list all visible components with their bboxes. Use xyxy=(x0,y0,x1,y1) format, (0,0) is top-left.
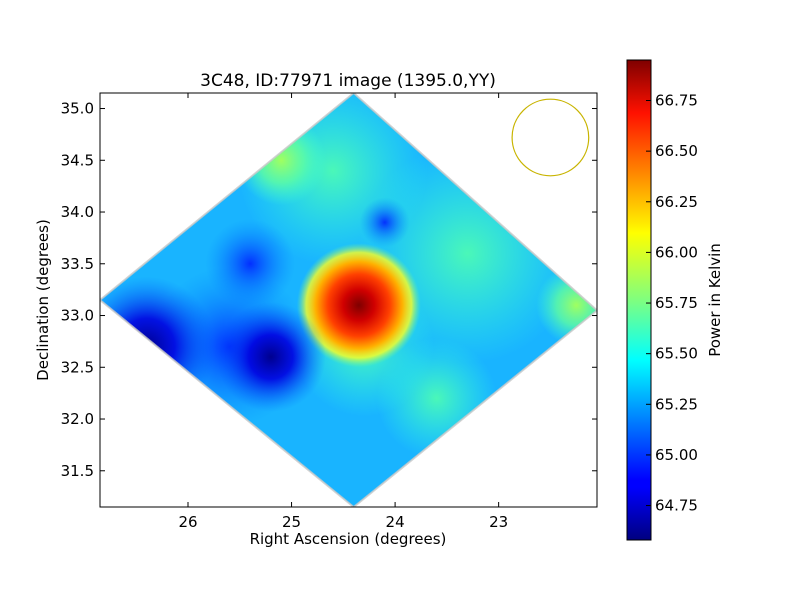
y-tick-label: 35.0 xyxy=(61,100,94,118)
feature-high-4 xyxy=(236,115,327,206)
chart-title: 3C48, ID:77971 image (1395.0,YY) xyxy=(200,71,496,91)
x-tick-label: 25 xyxy=(282,513,301,531)
feature-high-3 xyxy=(536,265,597,346)
beam-circle xyxy=(511,98,590,177)
feature-low-1 xyxy=(100,276,217,417)
y-tick-label: 33.5 xyxy=(61,255,94,273)
colorbar-tick-label: 64.75 xyxy=(655,497,698,515)
colorbar-tick-label: 65.00 xyxy=(655,446,698,464)
colorbar-tick-label: 66.25 xyxy=(655,193,698,211)
plot-frame xyxy=(99,92,598,508)
colorbar-tick-label: 66.00 xyxy=(655,243,698,261)
heatmap-edge xyxy=(100,93,597,507)
y-tick-label: 31.5 xyxy=(61,462,94,480)
y-tick-label: 34.5 xyxy=(61,151,94,169)
colorbar-tick-label: 66.75 xyxy=(655,92,698,110)
y-tick-label: 32.0 xyxy=(61,410,94,428)
y-tick-label: 33.0 xyxy=(61,307,94,325)
feature-low-2 xyxy=(215,301,326,412)
y-tick-label: 32.5 xyxy=(61,358,94,376)
x-tick-label: 26 xyxy=(178,513,197,531)
colorbar-tick-label: 65.25 xyxy=(655,395,698,413)
feature-peak-0 xyxy=(296,243,421,368)
colorbar-tick-label: 65.50 xyxy=(655,345,698,363)
colorbar-label: Power in Kelvin xyxy=(706,243,724,357)
x-tick-label: 23 xyxy=(489,513,508,531)
colorbar xyxy=(626,59,652,541)
colorbar-tick-label: 65.75 xyxy=(655,294,698,312)
x-axis-label: Right Ascension (degrees) xyxy=(250,530,447,548)
heatmap-field xyxy=(100,93,597,507)
x-tick-label: 24 xyxy=(386,513,405,531)
colorbar-tick-label: 66.50 xyxy=(655,142,698,160)
region-north-west-blue xyxy=(205,218,296,309)
y-axis-label: Declination (degrees) xyxy=(34,219,52,381)
region-north-blue-spot xyxy=(359,197,410,248)
y-tick-label: 34.0 xyxy=(61,203,94,221)
heatmap-image xyxy=(100,93,597,507)
